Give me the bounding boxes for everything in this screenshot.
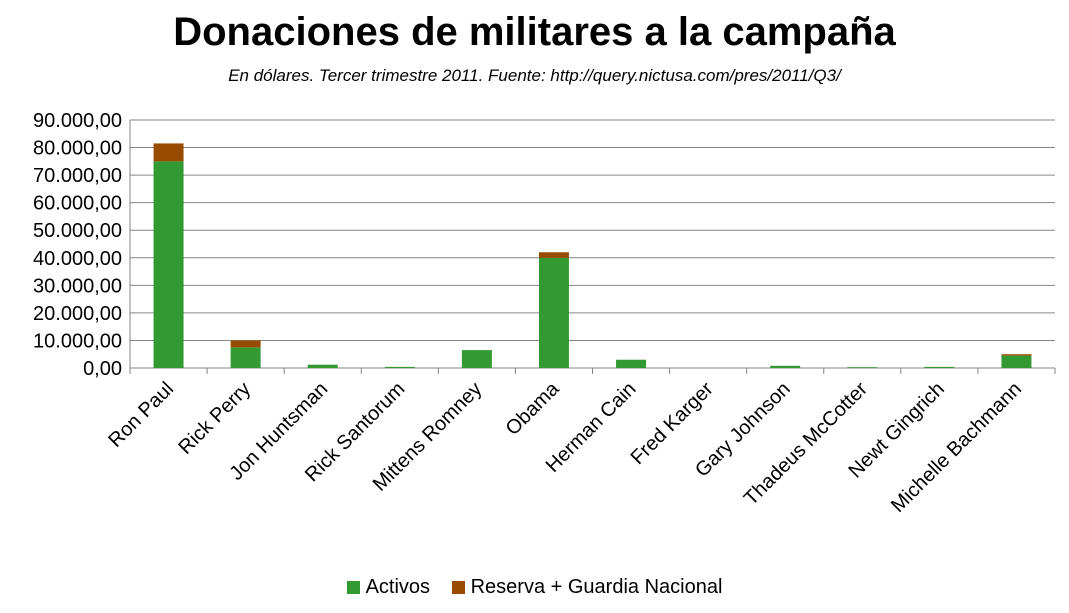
bar-activos [384, 366, 415, 368]
y-tick-label: 70.000,00 [33, 165, 122, 187]
bar-activos [616, 359, 647, 368]
y-tick-label: 60.000,00 [33, 193, 122, 215]
chart-subtitle: En dólares. Tercer trimestre 2011. Fuent… [228, 66, 841, 85]
bar-activos [307, 364, 338, 368]
bar-activos [924, 366, 955, 368]
bar-activos [770, 365, 801, 368]
y-tick-label: 20.000,00 [33, 303, 122, 325]
x-tick-label: Ron Paul [104, 378, 178, 452]
bar-reserva [538, 252, 569, 258]
y-tick-label: 30.000,00 [33, 275, 122, 297]
y-tick-label: 40.000,00 [33, 248, 122, 270]
bar-reserva [153, 143, 184, 162]
bar-activos [1001, 355, 1032, 368]
x-tick-label: Rick Perry [174, 378, 255, 459]
y-tick-label: 90.000,00 [33, 110, 122, 132]
legend-item-reserva: Reserva + Guardia Nacional [451, 576, 723, 599]
y-tick-label: 10.000,00 [33, 330, 122, 352]
legend-label-reserva: Reserva + Guardia Nacional [470, 576, 723, 598]
legend-item-activos: Activos [346, 576, 431, 599]
bar-reserva [230, 340, 261, 348]
legend-label-activos: Activos [365, 576, 431, 598]
bar-activos [538, 257, 569, 368]
y-tick-label: 80.000,00 [33, 138, 122, 160]
bar-activos [461, 350, 492, 368]
legend-swatch-reserva [451, 581, 465, 594]
bar-activos [153, 161, 184, 368]
legend: Activos Reserva + Guardia Nacional [0, 576, 1069, 600]
bar-activos [230, 347, 261, 368]
bar-reserva [1001, 354, 1032, 356]
legend-swatch-activos [346, 581, 360, 594]
x-tick-label: Obama [502, 377, 565, 440]
bar-activos [847, 367, 878, 368]
y-tick-label: 50.000,00 [33, 220, 122, 242]
y-tick-label: 0,00 [83, 358, 122, 380]
x-tick-label: Michelle Bachmann [887, 378, 1026, 517]
chart-title: Donaciones de militares a la campaña [173, 10, 896, 54]
